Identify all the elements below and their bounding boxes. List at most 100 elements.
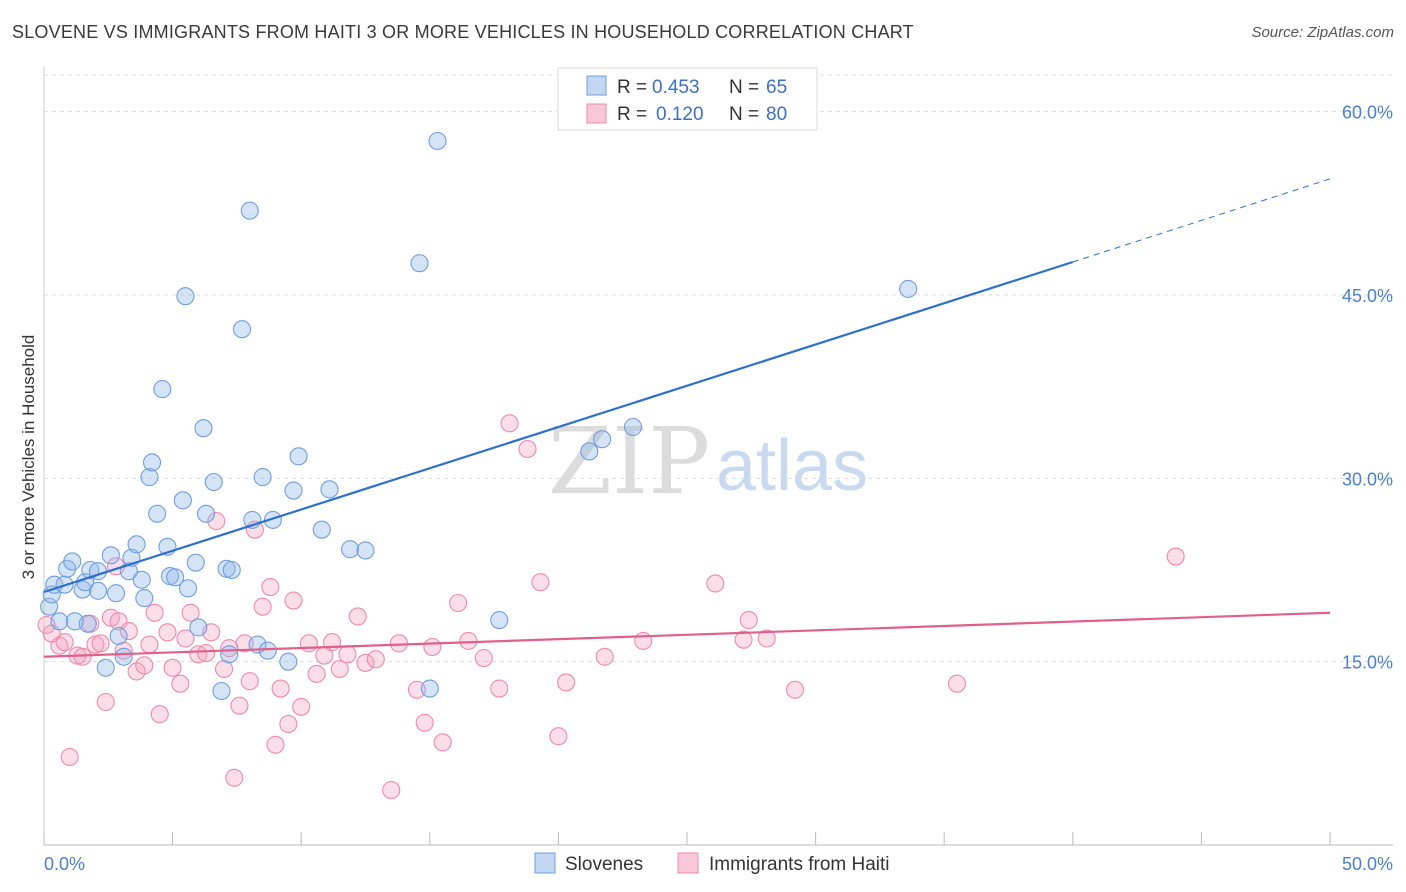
slovene-point: [88, 581, 108, 600]
slovene-point: [284, 481, 303, 500]
slovene-point: [189, 618, 208, 637]
bottom-legend-swatch-slovenes: [534, 852, 556, 874]
slovene-point: [140, 468, 159, 487]
bottom-legend-label-haiti: Immigrants from Haiti: [709, 854, 890, 875]
x-tick-label-max: 50.0%: [1342, 854, 1393, 874]
haiti-point: [518, 439, 537, 459]
y-tick-label: 15.0%: [1342, 653, 1393, 673]
haiti-point: [176, 629, 195, 648]
haiti-point: [407, 680, 426, 699]
haiti-point: [181, 603, 200, 622]
haiti-point: [96, 692, 115, 712]
legend-r-label-2: R =: [617, 104, 647, 125]
slovene-point: [212, 681, 231, 701]
slovene-point: [289, 447, 308, 466]
haiti-point: [449, 593, 468, 613]
haiti-point: [196, 644, 216, 663]
haiti-point: [60, 747, 79, 767]
y-tick-labels: 15.0% 30.0% 45.0% 60.0%: [1342, 103, 1393, 673]
haiti-point: [348, 607, 367, 626]
slovene-point: [176, 287, 195, 306]
slovene-point: [114, 647, 133, 666]
slovenes-series: [40, 131, 918, 701]
haiti-point: [145, 603, 164, 622]
haiti-point: [459, 631, 478, 650]
legend-swatch-slovenes: [586, 75, 607, 96]
trend-lines: [43, 178, 1331, 658]
haiti-point: [415, 713, 434, 732]
legend-n-label-1: N =: [729, 77, 759, 98]
haiti-point: [307, 664, 326, 683]
slovene-point: [312, 520, 331, 539]
haiti-point: [171, 674, 190, 693]
haiti-point: [549, 727, 568, 746]
y-axis-label: 3 or more Vehicles in Household: [19, 335, 38, 580]
haiti-point: [284, 591, 303, 610]
haiti-point: [474, 648, 493, 668]
slovene-point: [194, 419, 213, 438]
slovene-point: [81, 560, 100, 580]
slovene-point: [186, 553, 205, 572]
haiti-point: [366, 650, 385, 669]
haiti-point: [330, 659, 349, 679]
slovene-point: [420, 679, 439, 698]
haiti-point: [948, 674, 967, 693]
watermark-zip: ZIP: [548, 408, 710, 515]
y-tick-label: 45.0%: [1342, 286, 1393, 306]
chart-title: SLOVENE VS IMMIGRANTS FROM HAITI 3 OR MO…: [12, 22, 914, 42]
slovene-point: [101, 546, 120, 565]
slovene-point: [580, 442, 599, 461]
slovene-point: [109, 626, 128, 646]
slovene-point: [220, 645, 239, 664]
slovene-point: [50, 612, 69, 631]
slovene-point: [410, 254, 429, 273]
haiti-point: [261, 578, 280, 597]
haiti-point: [91, 634, 110, 653]
slovenes-trend-extension: [1072, 178, 1331, 263]
haiti-point: [299, 634, 318, 653]
slovene-point: [232, 320, 252, 339]
slovene-point: [428, 131, 447, 151]
slovene-point: [127, 535, 146, 554]
haiti-point: [266, 735, 285, 754]
slovene-point: [623, 417, 643, 437]
slovene-point: [148, 504, 167, 523]
haiti-series: [37, 414, 1185, 800]
slovene-point: [253, 468, 272, 487]
slovene-point: [73, 580, 92, 599]
source-credit: Source: ZipAtlas.com: [1251, 24, 1394, 41]
haiti-trend-line: [43, 611, 1331, 658]
haiti-point: [757, 629, 776, 648]
slovene-point: [222, 560, 241, 580]
legend-swatch-haiti: [586, 103, 607, 124]
haiti-point: [423, 637, 442, 657]
legend-r-value-1: 0.453: [652, 77, 700, 98]
legend-r-label-1: R =: [617, 77, 647, 98]
slovene-point: [240, 201, 259, 220]
haiti-point: [557, 673, 576, 692]
haiti-point: [292, 697, 311, 716]
slovene-point: [593, 430, 612, 449]
haiti-point: [55, 633, 74, 652]
haiti-point: [140, 635, 159, 654]
haiti-point: [158, 623, 177, 642]
haiti-point: [207, 512, 226, 531]
slovene-point: [320, 480, 339, 499]
haiti-point: [356, 653, 375, 672]
haiti-point: [73, 647, 92, 666]
slovene-point: [204, 472, 223, 492]
slovenes-trend-line: [43, 260, 1074, 594]
haiti-point: [531, 573, 550, 592]
y-tick-label: 30.0%: [1342, 469, 1393, 489]
slovene-point: [63, 552, 82, 571]
legend-n-value-1: 65: [766, 77, 787, 98]
bottom-legend-label-slovenes: Slovenes: [565, 854, 643, 875]
series-legend: Slovenes Immigrants from Haiti: [534, 852, 890, 875]
haiti-point: [230, 696, 249, 715]
slovene-point: [196, 504, 216, 523]
watermark-atlas: atlas: [716, 426, 868, 506]
slovene-point: [142, 453, 162, 472]
haiti-point: [240, 672, 259, 691]
haiti-point: [225, 768, 244, 787]
legend-n-value-2: 80: [766, 104, 787, 125]
